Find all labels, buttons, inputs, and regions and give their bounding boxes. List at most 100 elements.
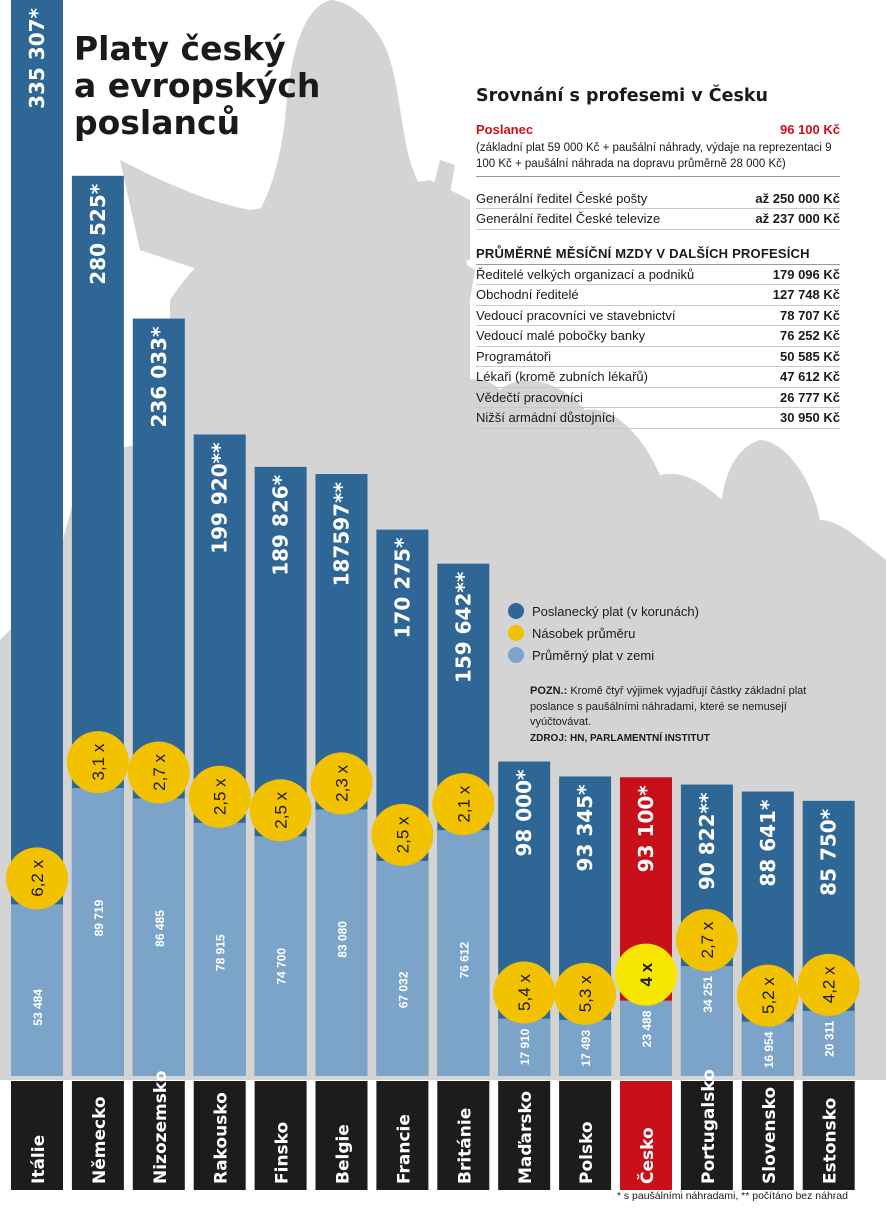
profession-row: Nižší armádní důstojníci 30 950 Kč — [476, 408, 840, 429]
profession-label: Ředitelé velkých organizací a podniků — [476, 266, 695, 282]
country-label-box — [802, 1081, 855, 1190]
profession-row: Lékaři (kromě zubních lékařů) 47 612 Kč — [476, 367, 840, 388]
average-salary-bar — [11, 904, 63, 1076]
country-label-box — [498, 1081, 551, 1190]
multiple-circle — [675, 909, 738, 972]
multiple-circle — [66, 731, 129, 794]
average-salary-bar — [802, 1010, 855, 1076]
profession-row: Vedoucí malé pobočky banky 76 252 Kč — [476, 326, 840, 347]
multiple-circle — [615, 943, 677, 1006]
country-label: Polsko — [577, 1121, 597, 1184]
multiple-circle — [127, 741, 190, 804]
multiple-label: 2,5 x — [272, 791, 291, 828]
legend-dot-multiple — [508, 625, 524, 641]
mp-salary-label: 88 641* — [756, 799, 780, 887]
profession-label: Vedoucí malé pobočky banky — [476, 328, 646, 343]
multiple-circle — [554, 962, 617, 1025]
average-salary-label: 86 485 — [153, 910, 167, 947]
mp-salary-label: 189 826* — [269, 474, 293, 575]
professions-heading: PRŮMĚRNÉ MĚSÍČNÍ MZDY V DALŠÍCH PROFESÍC… — [476, 244, 840, 265]
average-salary-bar — [437, 830, 490, 1076]
average-salary-bar — [741, 1021, 794, 1076]
average-salary-bar — [71, 788, 124, 1076]
country-label: Estonsko — [821, 1098, 841, 1184]
country-label: Česko — [636, 1127, 658, 1184]
country-label: Portugalsko — [699, 1069, 719, 1184]
profession-label: Lékaři (kromě zubních lékařů) — [476, 369, 648, 384]
mp-salary-row: Poslanec 96 100 Kč — [476, 120, 840, 140]
country-label: Belgie — [334, 1124, 354, 1184]
director-label: Generální ředitel České pošty — [476, 190, 648, 206]
profession-row: Obchodní ředitelé 127 748 Kč — [476, 285, 840, 306]
multiple-circle — [493, 961, 556, 1024]
average-salary-label: 67 032 — [396, 971, 410, 1008]
country-label: Francie — [394, 1114, 414, 1184]
country-label: Itálie — [29, 1135, 49, 1184]
legend-label-mp-salary: Poslanecký plat (v korunách) — [532, 603, 699, 619]
chart-title-line-2: a evropských — [74, 66, 321, 105]
director-row: Generální ředitel České televize až 237 0… — [476, 209, 840, 230]
profession-row: Vedoucí pracovníci ve stavebnictví 78 707… — [476, 306, 840, 326]
multiple-circle — [371, 803, 434, 866]
average-salary-label: 89 719 — [92, 899, 106, 936]
director-value: až 250 000 Kč — [755, 190, 840, 206]
country-label-box — [620, 1081, 672, 1190]
bars-layer: 335 307* 53 484 6,2 x Itálie 280 525* 89 719 3… — [6, 0, 860, 1190]
country-label-box — [254, 1081, 307, 1190]
director-value: až 237 000 Kč — [755, 211, 840, 226]
comparison-panel: Srovnání s profesemi v Česku Poslanec 96… — [476, 86, 840, 429]
legend: Poslanecký plat (v korunách) Násobek prů… — [508, 600, 699, 666]
multiple-label: 2,7 x — [698, 921, 717, 958]
profession-label: Vedoucí pracovníci ve stavebnictví — [476, 307, 676, 323]
multiple-label: 5,2 x — [759, 977, 778, 1014]
profession-value: 50 585 Kč — [780, 348, 840, 364]
profession-value: 47 612 Kč — [780, 369, 840, 384]
average-salary-label: 17 493 — [579, 1030, 593, 1067]
average-salary-label: 17 910 — [518, 1028, 532, 1065]
note-text: Kromě čtyř výjimek vyjadřují částky zákl… — [530, 685, 807, 728]
profession-value: 26 777 Kč — [780, 389, 840, 405]
country-label-box — [559, 1081, 612, 1190]
average-salary-label: 76 612 — [457, 941, 471, 978]
country-label-box — [315, 1081, 368, 1190]
legend-item-multiple: Násobek průměru — [508, 622, 699, 644]
multiple-label: 2,1 x — [454, 785, 473, 822]
legend-dot-mp-salary — [508, 603, 524, 619]
chart-title: Platy český a evropských poslanců — [74, 30, 320, 141]
multiple-circle — [6, 847, 68, 910]
multiple-label: 5,4 x — [515, 974, 534, 1011]
country-label-box — [741, 1081, 794, 1190]
chart-title-line-1: Platy český — [74, 29, 286, 68]
average-salary-bar — [620, 1000, 672, 1076]
profession-value: 76 252 Kč — [780, 328, 840, 343]
comparison-heading: Srovnání s profesemi v Česku — [476, 86, 768, 106]
multiple-circle — [249, 779, 312, 842]
mp-salary-label: 170 275* — [390, 537, 414, 638]
mp-salary-label: Poslanec — [476, 122, 534, 137]
multiple-label: 2,5 x — [211, 778, 230, 815]
note-label: POZN.: — [530, 685, 568, 697]
average-salary-bar — [376, 860, 429, 1076]
mp-salary-label: 93 100* — [634, 785, 658, 873]
country-label: Finsko — [273, 1122, 293, 1184]
average-salary-label: 78 915 — [214, 934, 228, 971]
legend-label-average: Průměrný plat v zemi — [532, 647, 655, 663]
multiple-label: 4,2 x — [820, 966, 839, 1003]
average-salary-bar — [498, 1018, 551, 1076]
multiple-circle — [432, 773, 495, 836]
profession-value: 78 707 Kč — [780, 307, 840, 323]
professions-list: Ředitelé velkých organizací a podniků 179… — [476, 265, 840, 429]
multiple-label: 4 x — [637, 962, 656, 986]
average-salary-bar — [193, 822, 246, 1076]
profession-label: Nižší armádní důstojníci — [476, 410, 615, 425]
average-salary-label: 34 251 — [701, 976, 715, 1013]
average-salary-label: 74 700 — [275, 948, 289, 985]
average-salary-bar — [680, 966, 733, 1076]
country-label: Německo — [90, 1096, 110, 1184]
country-label-box — [132, 1081, 185, 1190]
average-salary-label: 20 311 — [823, 1021, 837, 1057]
profession-label: Vědečtí pracovníci — [476, 389, 583, 405]
mp-salary-label: 199 920** — [208, 442, 232, 554]
multiple-circle — [736, 964, 799, 1027]
mp-salary-note: (základní plat 59 000 Kč + paušální náhr… — [476, 140, 840, 177]
